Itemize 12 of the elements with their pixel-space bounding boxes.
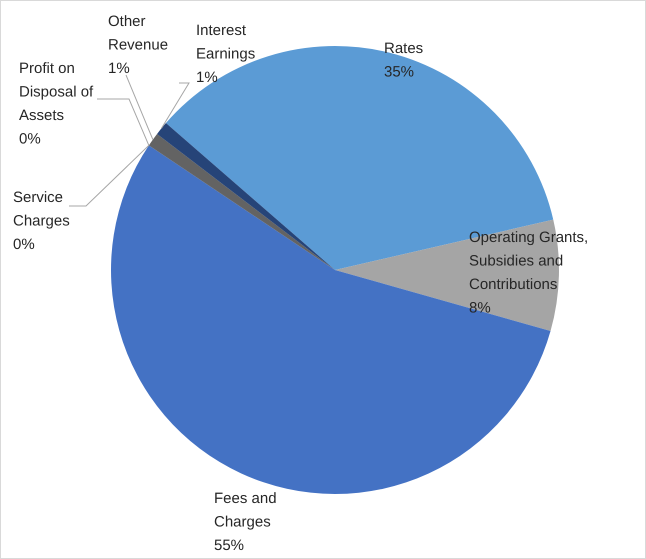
slice-label: Other Revenue	[108, 13, 168, 54]
category-label: Profit on Disposal of Assets	[19, 60, 94, 124]
slice-label: Interest Earnings	[196, 22, 256, 63]
data-label: 55%	[214, 537, 244, 554]
text: 0%	[19, 130, 41, 148]
slice-label: Fees and Charges	[214, 490, 277, 531]
text: 0%	[13, 236, 35, 254]
data-label: 1%	[196, 69, 218, 86]
data-label: 1%	[108, 60, 130, 78]
category-label: Service Charges	[13, 189, 70, 230]
data-label: 35%	[384, 64, 414, 81]
slice-label: Rates	[384, 40, 424, 58]
